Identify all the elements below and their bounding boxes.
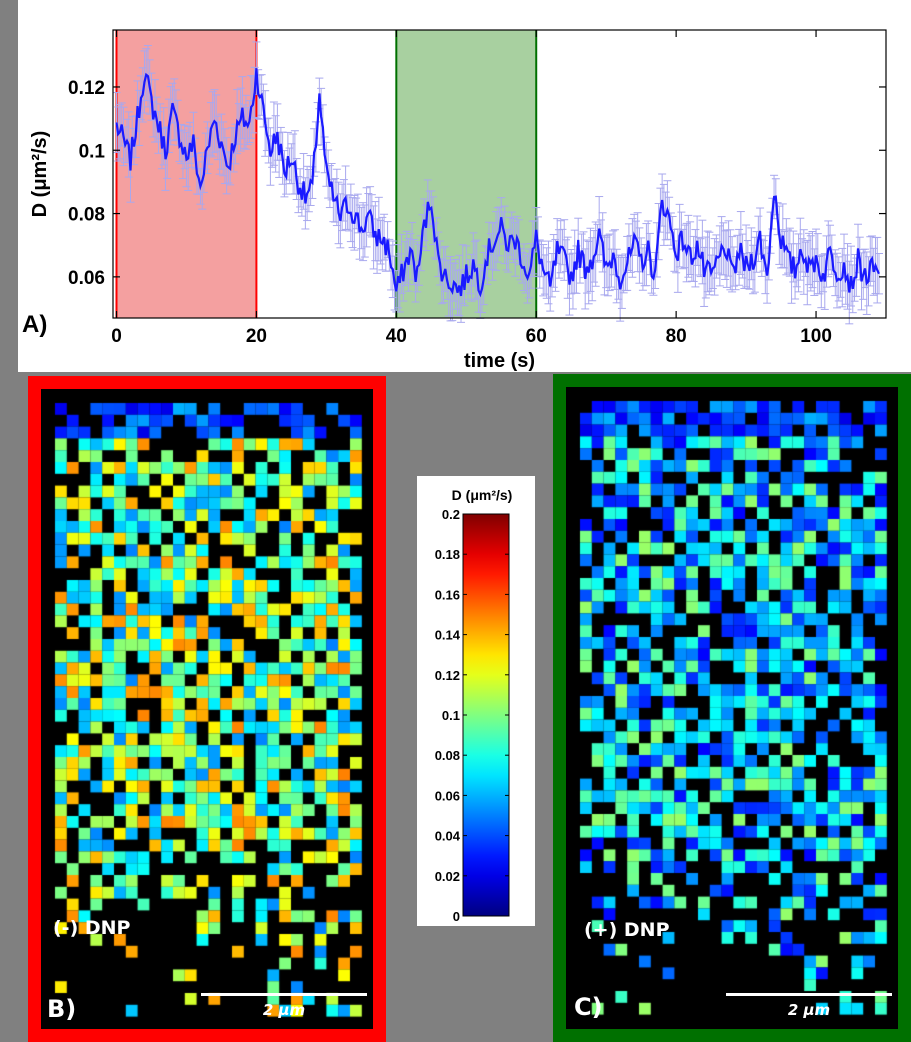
y-tick-label: 0.08	[68, 205, 105, 226]
colorbar-tick-label: 0.12	[435, 668, 460, 683]
x-tick-label: 80	[666, 326, 687, 347]
y-tick-label: 0.12	[68, 78, 105, 99]
x-tick-label: 100	[800, 326, 832, 347]
colorbar-tick-label: 0.16	[435, 587, 460, 602]
map-background	[41, 389, 373, 1029]
colorbar-tick-label: 0.14	[435, 628, 461, 643]
time-series-chart: 0 20 40 60 80 100 0.06 0.08 0.1 0.12 time (s) D (μm…	[22, 29, 887, 372]
y-tick-label: 0.06	[68, 268, 105, 289]
colorbar-tick-label: 0.06	[435, 788, 460, 803]
condition-label: (+) DNP	[584, 919, 670, 941]
colorbar-label: D (μm²/s)	[452, 487, 513, 503]
colorbar: 0 0.02 0.04 0.06 0.08 0.1 0.12 0.14 0.16 0.18 0.2 D…	[417, 476, 535, 926]
x-axis-label: time (s)	[464, 350, 535, 372]
y-axis-label: D (μm²/s)	[29, 131, 51, 218]
colorbar-svg: 0 0.02 0.04 0.06 0.08 0.1 0.12 0.14 0.16 0.18 0.2 D…	[435, 487, 513, 924]
map-panel-minus-dnp: (-) DNP B) 2 μm	[28, 376, 386, 1042]
map-panel-plus-dnp: (+) DNP C) 2 μm	[553, 374, 911, 1042]
colorbar-gradient-bar	[462, 513, 510, 917]
scalebar-label: 2 μm	[262, 1001, 306, 1019]
scalebar	[726, 993, 892, 996]
colorbar-tick-label: 0	[453, 909, 460, 924]
y-tick-label: 0.1	[79, 141, 106, 162]
x-tick-label: 40	[386, 326, 407, 347]
time-series-panel: 0 20 40 60 80 100 0.06 0.08 0.1 0.12 time (s) D (μm…	[18, 0, 911, 372]
panel-label: B)	[47, 995, 77, 1023]
plot-frame	[112, 29, 887, 319]
diffusion-series-line	[115, 68, 880, 298]
colorbar-tick-label: 0.2	[442, 507, 460, 522]
colorbar-tick-label: 0.1	[442, 708, 460, 723]
scalebar	[201, 993, 367, 996]
x-tick-label: 0	[111, 326, 122, 347]
condition-label: (-) DNP	[53, 917, 131, 939]
colorbar-tick-label: 0.18	[435, 547, 460, 562]
x-tick-label: 20	[246, 326, 267, 347]
diffusion-heatmap-plus-dnp	[566, 387, 898, 1029]
panel-label: A)	[22, 311, 47, 338]
colorbar-tick-label: 0.04	[435, 829, 461, 844]
diffusion-heatmap-minus-dnp	[41, 389, 373, 1029]
x-tick-label: 60	[526, 326, 547, 347]
colorbar-tick-label: 0.02	[435, 869, 460, 884]
map-background	[566, 387, 898, 1029]
colorbar-tick-label: 0.08	[435, 748, 460, 763]
panel-label: C)	[574, 993, 603, 1021]
scalebar-label: 2 μm	[787, 1001, 831, 1019]
